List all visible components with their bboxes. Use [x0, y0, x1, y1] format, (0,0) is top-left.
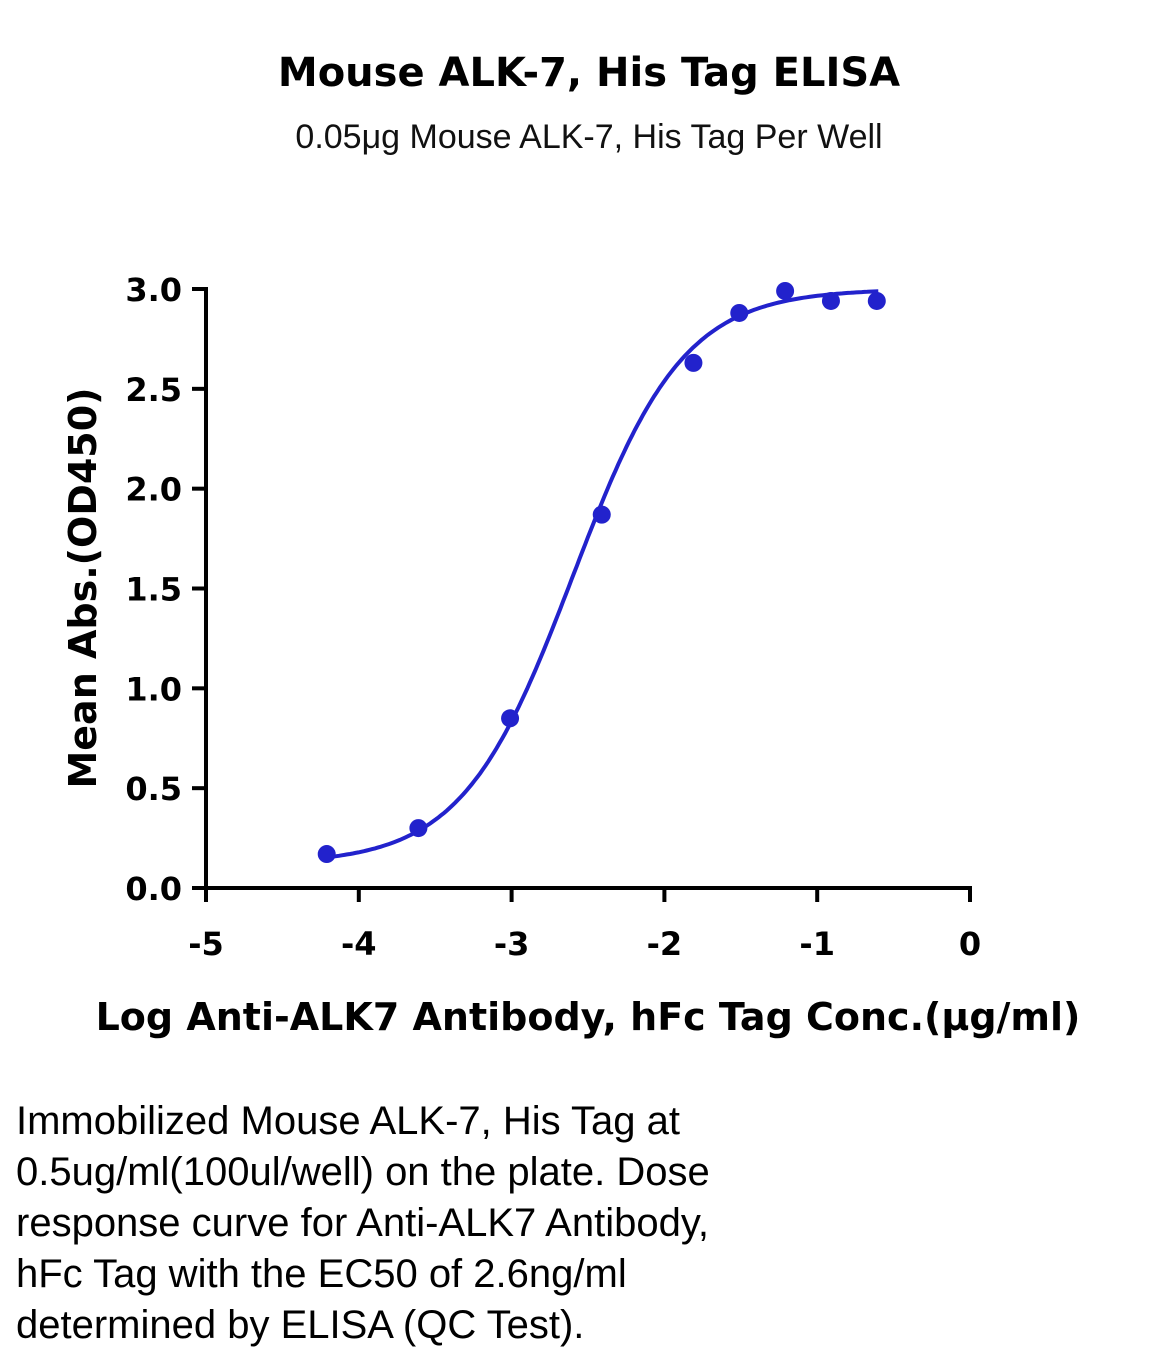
data-points-layer	[317, 281, 886, 864]
data-point	[501, 709, 520, 728]
x-tick-label: -5	[188, 925, 224, 963]
x-tick-label: -1	[799, 925, 835, 963]
data-point	[684, 353, 703, 372]
y-axis-label: Mean Abs.(OD450)	[61, 387, 105, 788]
x-tick-label: -3	[494, 925, 530, 963]
fit-curve	[324, 289, 879, 860]
x-axis-label: Log Anti-ALK7 Antibody, hFc Tag Conc.(μg…	[96, 995, 1081, 1039]
caption-line: 0.5ug/ml(100ul/well) on the plate. Dose	[16, 1150, 710, 1194]
y-tick-label: 2.0	[125, 471, 182, 509]
data-point	[409, 819, 428, 838]
elisa-chart: -5 -4 -3 -2 -1 0 0.0 0.5 1.0 1.5 2.0 2.5 3.0 Log Ant…	[61, 271, 1081, 1039]
y-tick-label: 3.0	[125, 271, 182, 309]
data-point	[776, 281, 795, 300]
x-tick-label: 0	[959, 925, 981, 963]
data-point	[821, 291, 840, 310]
data-point	[592, 505, 611, 524]
figure-caption: Immobilized Mouse ALK-7, His Tag at 0.5u…	[16, 1096, 1136, 1351]
fit-curve-layer	[324, 289, 879, 860]
chart-subtitle: 0.05μg Mouse ALK-7, His Tag Per Well	[295, 118, 883, 156]
data-point	[730, 303, 749, 322]
x-tick-label: -2	[647, 925, 683, 963]
chart-title: Mouse ALK-7, His Tag ELISA	[277, 50, 901, 96]
y-tick-label: 0.5	[125, 770, 182, 808]
y-tick-label: 0.0	[125, 870, 182, 908]
y-tick-label: 1.5	[125, 571, 182, 609]
data-point	[317, 845, 336, 864]
caption-line: response curve for Anti-ALK7 Antibody,	[16, 1201, 709, 1245]
y-tick-label: 2.5	[125, 371, 182, 409]
caption-line: Immobilized Mouse ALK-7, His Tag at	[16, 1099, 681, 1143]
chart-axes: -5 -4 -3 -2 -1 0 0.0 0.5 1.0 1.5 2.0 2.5 3.0	[125, 271, 981, 963]
caption-line: hFc Tag with the EC50 of 2.6ng/ml	[16, 1252, 627, 1296]
x-tick-label: -4	[341, 925, 377, 963]
caption-line: determined by ELISA (QC Test).	[16, 1303, 585, 1347]
y-tick-label: 1.0	[125, 670, 182, 708]
data-point	[867, 291, 886, 310]
